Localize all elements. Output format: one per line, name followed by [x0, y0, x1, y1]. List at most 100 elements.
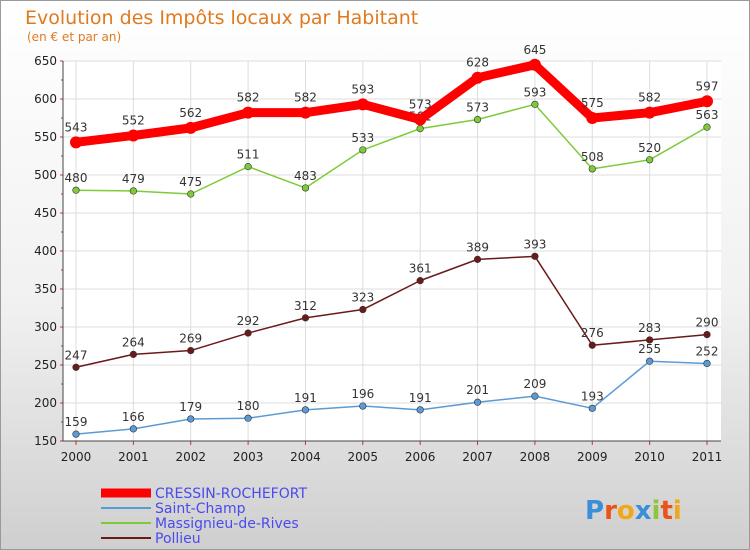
data-point — [187, 190, 195, 198]
x-tick-label: 2002 — [175, 450, 206, 464]
series-line — [75, 103, 708, 195]
data-point — [586, 112, 599, 124]
y-tick-label: 350 — [34, 282, 57, 296]
series-cressin-rochefort: 543 552 562 582 582 593 573 628 645 575 582 597 — [65, 43, 719, 149]
data-point — [70, 136, 82, 149]
legend-entry: CRESSIN-ROCHEFORT — [101, 486, 307, 502]
y-tick-label: 500 — [34, 168, 57, 182]
data-point — [187, 415, 195, 423]
logo-letter: t — [660, 496, 672, 526]
data-label: 511 — [237, 148, 260, 162]
y-tick-label: 550 — [34, 130, 57, 144]
data-point — [471, 71, 484, 84]
data-label: 628 — [466, 56, 489, 70]
data-point — [356, 98, 369, 111]
x-tick-label: 2001 — [118, 450, 149, 464]
data-point — [701, 95, 713, 108]
data-label: 209 — [523, 377, 546, 391]
x-tick-label: 2009 — [577, 450, 608, 464]
legend-label: Pollieu — [155, 531, 201, 547]
data-label: 593 — [351, 82, 374, 96]
data-point — [72, 363, 80, 371]
y-tick-label: 650 — [34, 54, 57, 68]
data-point — [301, 314, 310, 322]
y-tick-label: 450 — [34, 206, 57, 220]
legend-label: Massignieu-de-Rives — [155, 516, 299, 532]
data-point — [359, 402, 367, 410]
x-tick-label: 2003 — [233, 450, 264, 464]
data-point — [414, 113, 427, 126]
legend-entry: Massignieu-de-Rives — [101, 516, 299, 532]
data-label: 480 — [65, 171, 88, 185]
data-label: 312 — [294, 299, 317, 313]
x-tick-label: 2000 — [61, 450, 92, 464]
data-point — [646, 156, 654, 164]
data-point — [187, 346, 195, 355]
data-point — [588, 404, 596, 412]
series-group: 159 166 179 180 191 196 191 201 209 193 255 252 480 4… — [65, 43, 719, 438]
data-point — [531, 252, 539, 260]
data-label: 159 — [65, 415, 88, 429]
data-label: 582 — [638, 91, 661, 105]
logo-letter: o — [617, 496, 635, 526]
data-label: 180 — [237, 399, 260, 413]
y-tick-label: 250 — [34, 358, 57, 372]
x-tick-label: 2004 — [290, 450, 321, 464]
data-label: 582 — [294, 91, 317, 105]
series-line — [75, 360, 708, 435]
data-label: 543 — [65, 120, 88, 134]
data-label: 582 — [237, 91, 260, 105]
chart-title: Evolution des Impôts locaux par Habitant — [25, 7, 418, 29]
data-point — [129, 187, 137, 195]
data-point — [528, 58, 541, 71]
data-label: 323 — [351, 291, 374, 305]
axes: 150 200 250 300 350 400 450 500 550 600 650 2000 200… — [34, 54, 722, 464]
data-label: 252 — [696, 344, 719, 358]
data-point — [531, 392, 539, 400]
data-point — [588, 341, 596, 349]
y-tick-label: 150 — [34, 434, 57, 448]
x-tick-label: 2006 — [405, 450, 436, 464]
data-label: 597 — [696, 79, 719, 93]
data-label: 475 — [179, 175, 202, 189]
data-point — [416, 125, 424, 133]
series-line — [75, 255, 708, 369]
data-label: 645 — [523, 43, 546, 57]
x-tick-label: 2010 — [634, 450, 665, 464]
legend-label: CRESSIN-ROCHEFORT — [155, 486, 307, 502]
data-label: 393 — [523, 237, 546, 251]
x-tick-label: 2008 — [520, 450, 551, 464]
data-point — [703, 123, 711, 131]
data-point — [473, 255, 482, 263]
data-label: 508 — [581, 150, 604, 164]
data-label: 196 — [351, 387, 374, 401]
x-tick-label: 2011 — [692, 450, 723, 464]
x-tick-label: 2005 — [348, 450, 379, 464]
data-point — [359, 146, 367, 154]
logo-letter: i — [652, 496, 661, 526]
series-line — [75, 60, 708, 147]
data-point — [531, 100, 539, 108]
data-label: 191 — [294, 391, 317, 405]
logo-letter: P — [585, 496, 604, 526]
chart-subtitle: (en € et par an) — [27, 30, 121, 44]
data-label: 575 — [581, 96, 604, 110]
data-point — [473, 398, 482, 406]
data-point — [416, 277, 424, 285]
data-label: 563 — [696, 108, 719, 122]
legend-label: Saint-Champ — [155, 501, 246, 517]
legend-entry: Pollieu — [101, 531, 201, 547]
data-label: 520 — [638, 141, 661, 155]
data-label: 255 — [638, 342, 661, 356]
data-point — [184, 121, 197, 134]
data-label: 389 — [466, 240, 489, 254]
data-point — [244, 329, 252, 337]
data-label: 292 — [237, 314, 260, 328]
data-label: 283 — [638, 321, 661, 335]
data-label: 247 — [65, 348, 88, 362]
data-label: 573 — [409, 98, 432, 112]
data-point — [301, 184, 310, 192]
data-point — [72, 430, 80, 438]
